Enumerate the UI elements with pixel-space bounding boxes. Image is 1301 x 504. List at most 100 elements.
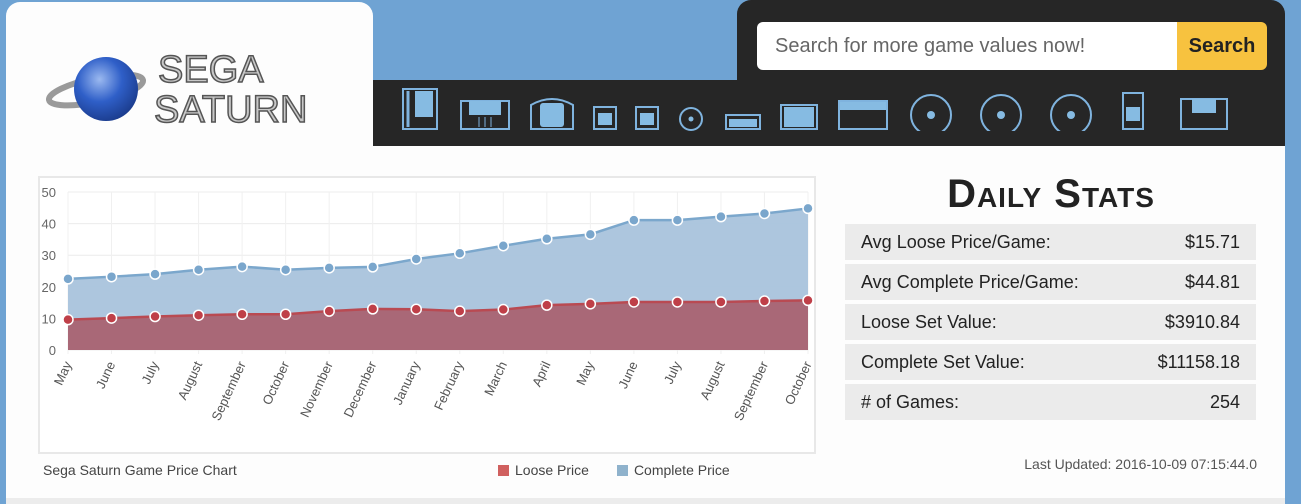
nes-cartridge-icon xyxy=(402,88,438,130)
x-tick-label: January xyxy=(390,358,423,407)
nav-item[interactable] xyxy=(909,87,979,136)
legend-loose[interactable]: Loose Price xyxy=(498,462,589,478)
nav-item[interactable] xyxy=(675,87,723,136)
gameboy-cartridge-icon xyxy=(593,106,617,130)
data-point xyxy=(802,294,814,307)
data-point xyxy=(323,262,335,274)
nav-item[interactable] xyxy=(777,87,835,136)
nav-item[interactable] xyxy=(979,87,1049,136)
data-point xyxy=(584,228,597,241)
stat-row: Avg Complete Price/Game: $44.81 xyxy=(845,264,1256,300)
chart-legend: Loose Price Complete Price xyxy=(498,462,730,478)
floppy-icon xyxy=(1180,98,1228,130)
data-point xyxy=(410,303,422,315)
gba-cartridge-icon xyxy=(725,114,761,130)
logo-panel: SEGA SATURN xyxy=(6,2,373,152)
stat-value: $15.71 xyxy=(1184,231,1240,252)
search-input[interactable] xyxy=(757,22,1177,70)
x-tick-label: September xyxy=(208,358,249,423)
nav-item[interactable] xyxy=(1177,87,1247,136)
data-point xyxy=(715,210,727,223)
chart-title: Sega Saturn Game Price Chart xyxy=(43,462,237,478)
data-point xyxy=(149,268,161,280)
handheld-icon xyxy=(1122,92,1144,130)
data-point xyxy=(671,296,684,308)
x-tick-label: July xyxy=(661,358,685,386)
stat-value: $44.81 xyxy=(1184,271,1240,292)
data-point xyxy=(410,253,422,265)
stat-row: Complete Set Value: $11158.18 xyxy=(845,344,1256,380)
x-tick-label: June xyxy=(93,359,119,391)
stat-label: Avg Complete Price/Game: xyxy=(861,271,1079,292)
x-tick-label: February xyxy=(431,358,467,412)
data-point xyxy=(628,214,640,226)
x-tick-label: October xyxy=(782,358,814,407)
x-tick-label: July xyxy=(138,358,162,386)
data-point xyxy=(366,261,379,273)
nav-item[interactable] xyxy=(835,87,909,136)
line-loose xyxy=(67,299,809,321)
y-tick-label: 20 xyxy=(42,280,56,295)
data-point xyxy=(323,305,335,317)
stat-value: $3910.84 xyxy=(1164,311,1240,332)
atari-cartridge-icon xyxy=(838,100,888,130)
stat-label: Complete Set Value: xyxy=(861,351,1025,372)
data-point xyxy=(366,303,379,315)
saturn-disc-icon xyxy=(980,94,1022,136)
x-tick-label: June xyxy=(615,359,641,391)
data-point xyxy=(105,270,118,283)
genesis-cartridge-icon xyxy=(780,104,818,130)
data-point xyxy=(758,295,771,307)
y-tick-label: 10 xyxy=(42,311,56,326)
x-tick-label: March xyxy=(481,359,510,398)
data-point xyxy=(454,305,466,317)
data-point xyxy=(192,263,205,276)
console-nav xyxy=(373,80,1285,146)
search-button[interactable]: Search xyxy=(1177,22,1267,70)
nav-item[interactable] xyxy=(527,87,591,136)
x-tick-label: May xyxy=(51,358,75,387)
data-point xyxy=(279,308,292,321)
x-tick-label: August xyxy=(175,359,206,402)
data-point xyxy=(497,303,510,316)
legend-complete[interactable]: Complete Price xyxy=(616,462,730,478)
snes-cartridge-icon xyxy=(460,100,510,130)
line-complete xyxy=(67,207,809,281)
n64-cartridge-icon xyxy=(530,98,574,130)
data-point xyxy=(105,312,118,324)
nav-item[interactable] xyxy=(457,87,527,136)
stat-value: 254 xyxy=(1209,391,1240,412)
x-tick-label: October xyxy=(259,358,292,407)
nav-item[interactable] xyxy=(1049,87,1119,136)
stat-row: # of Games: 254 xyxy=(845,384,1256,420)
svg-text:SATURN: SATURN xyxy=(154,89,307,131)
data-point xyxy=(584,298,597,310)
y-tick-label: 30 xyxy=(42,248,56,263)
x-tick-label: November xyxy=(297,358,336,419)
y-tick-label: 50 xyxy=(42,185,56,200)
nav-item[interactable] xyxy=(723,87,777,136)
legend-label: Loose Price xyxy=(515,462,589,478)
data-point xyxy=(62,313,74,326)
nav-item[interactable] xyxy=(399,87,457,136)
data-point xyxy=(497,239,510,252)
dreamcast-disc-icon xyxy=(1050,94,1092,136)
nav-item[interactable] xyxy=(1119,87,1177,136)
stat-label: Avg Loose Price/Game: xyxy=(861,231,1051,252)
price-chart: 0 10 20 30 40 50 May June July August September Oct… xyxy=(38,176,816,454)
nav-item[interactable] xyxy=(633,87,675,136)
playstation-disc-icon xyxy=(910,94,952,136)
data-point xyxy=(62,273,74,285)
data-point xyxy=(454,247,466,260)
search-bar: Search xyxy=(737,0,1285,82)
legend-swatch xyxy=(616,464,628,476)
stat-value: $11158.18 xyxy=(1157,351,1240,372)
stat-label: # of Games: xyxy=(861,391,960,412)
legend-swatch xyxy=(498,464,509,476)
data-point xyxy=(628,296,640,308)
x-tick-label: August xyxy=(697,359,728,402)
data-point xyxy=(236,260,248,273)
data-point xyxy=(541,299,553,311)
stats-table: Avg Loose Price/Game: $15.71 Avg Complete… xyxy=(845,224,1256,424)
nav-item[interactable] xyxy=(591,87,633,136)
